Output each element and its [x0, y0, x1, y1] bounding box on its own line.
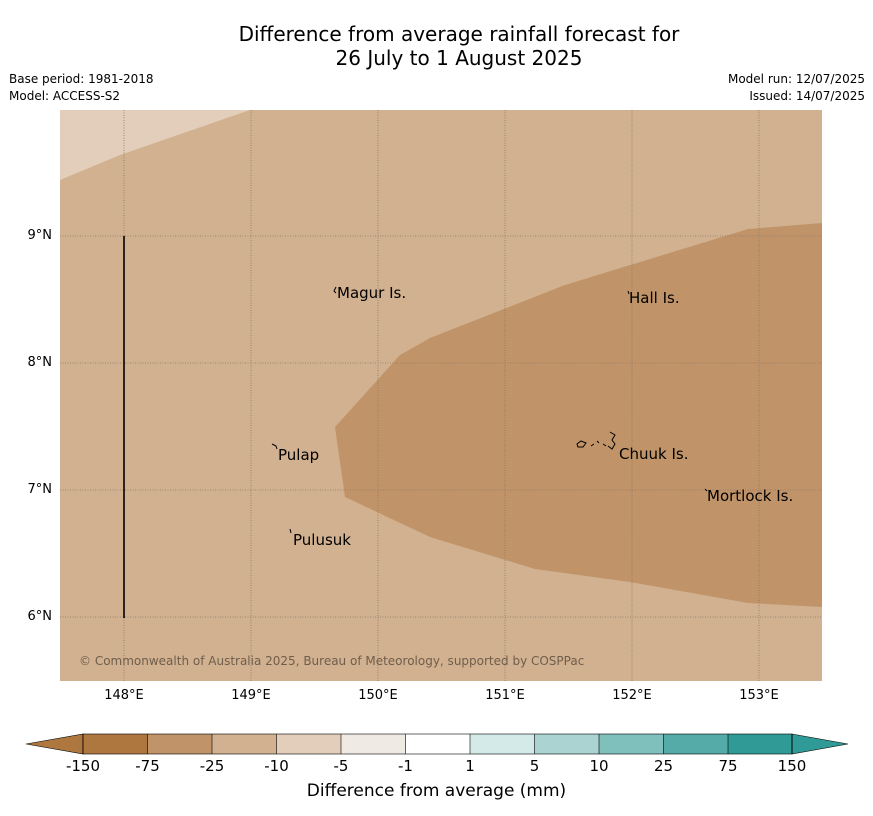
- lat-label-6: 6°N: [27, 609, 53, 624]
- base-period: Base period: 1981-2018: [9, 72, 154, 86]
- colorbar-bin-6: [405, 734, 470, 754]
- colorbar-tick-3: -25: [199, 757, 225, 775]
- colorbar-tick-12: 150: [777, 757, 807, 775]
- title-line-2: 26 July to 1 August 2025: [335, 46, 583, 70]
- colorbar-bin-2: [147, 734, 212, 754]
- place-mortlock: Mortlock Is.: [707, 487, 794, 505]
- island-chuuk-lagoon: [576, 431, 616, 450]
- colorbar-over-arrow: [791, 733, 849, 755]
- lon-label-149: 149°E: [231, 688, 271, 703]
- colorbar-tick-7: 1: [465, 757, 475, 775]
- title-line-1: Difference from average rainfall forecas…: [238, 22, 680, 46]
- colorbar-bin-3: [212, 734, 277, 754]
- place-chuuk: Chuuk Is.: [619, 445, 689, 463]
- issued-date: Issued: 14/07/2025: [749, 89, 865, 103]
- map-title: Difference from average rainfall forecas…: [0, 22, 873, 70]
- colorbar-bin-9: [599, 734, 664, 754]
- colorbar-tick-11: 75: [718, 757, 738, 775]
- place-magur: Magur Is.: [337, 284, 407, 302]
- model-run: Model run: 12/07/2025: [727, 72, 865, 86]
- colorbar-bin-4: [276, 734, 341, 754]
- meta-left: Base period: 1981-2018 Model: ACCESS-S2: [9, 71, 154, 105]
- region-dry-75: [335, 223, 822, 607]
- place-pulap: Pulap: [278, 446, 320, 464]
- lon-label-150: 150°E: [358, 688, 398, 703]
- lon-label-148: 148°E: [104, 688, 144, 703]
- lat-label-7: 7°N: [27, 482, 53, 497]
- island-magur: [333, 286, 337, 294]
- colorbar-tick-2: -75: [135, 757, 160, 775]
- colorbar-tick-5: -5: [333, 757, 349, 775]
- island-pulap: [271, 443, 278, 450]
- colorbar-label: Difference from average (mm): [306, 781, 567, 801]
- island-mortlock: [704, 488, 708, 492]
- colorbar-tick-4: -10: [264, 757, 289, 775]
- colorbar-bin-5: [341, 734, 406, 754]
- colorbar-bin-10: [663, 734, 728, 754]
- colorbar-tick-1: -150: [65, 757, 101, 775]
- lat-label-8: 8°N: [27, 355, 53, 370]
- place-hall: Hall Is.: [629, 289, 680, 307]
- island-outlines: [271, 286, 708, 534]
- lon-label-153: 153°E: [739, 688, 779, 703]
- colorbar-frame: [82, 733, 793, 755]
- colorbar-tick-10: 25: [653, 757, 674, 775]
- lon-label-152: 152°E: [612, 688, 652, 703]
- region-dry-10: [60, 110, 250, 180]
- colorbar-tick-9: 10: [589, 757, 609, 775]
- colorbar-bin-8: [534, 734, 599, 754]
- colorbar-under-arrow: [25, 733, 84, 755]
- colorbar-bin-7: [470, 734, 535, 754]
- rainfall-map: [60, 110, 822, 681]
- model-name: Model: ACCESS-S2: [9, 89, 121, 103]
- copyright-notice: © Commonwealth of Australia 2025, Bureau…: [79, 654, 585, 668]
- colorbar-tick-6: -1: [398, 757, 413, 775]
- colorbar-bin-11: [728, 734, 792, 754]
- colorbar-tick-8: 5: [529, 757, 540, 775]
- meta-right: Model run: 12/07/2025 Issued: 14/07/2025: [728, 71, 865, 105]
- lat-label-9: 9°N: [27, 228, 53, 243]
- colorbar-bin-1: [83, 734, 148, 754]
- lon-label-151: 151°E: [485, 688, 525, 703]
- island-hall: [627, 290, 630, 295]
- place-pulusuk: Pulusuk: [293, 531, 351, 549]
- island-pulusuk: [289, 528, 292, 534]
